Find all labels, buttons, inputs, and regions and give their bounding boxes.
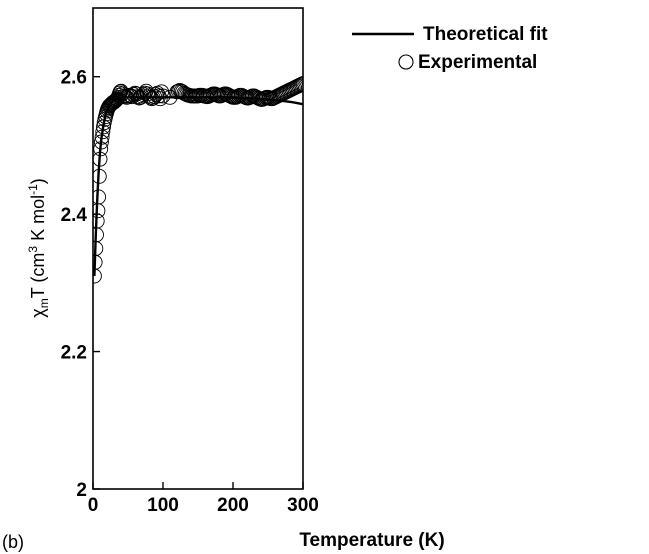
series-experimental — [93, 76, 303, 284]
data-point-experimental — [151, 88, 167, 104]
data-point-experimental — [295, 76, 303, 92]
series-theoretical-fit — [93, 96, 303, 277]
x-tick-label: 300 — [287, 495, 319, 516]
data-point-experimental — [291, 78, 303, 94]
data-point-experimental — [292, 77, 303, 93]
data-point-experimental — [128, 86, 144, 102]
x-tick-labels: 0 100 200 300 — [88, 495, 319, 516]
y-tick-labels: 2 2.2 2.4 2.6 — [61, 68, 88, 501]
x-tick-label: 200 — [217, 495, 249, 516]
legend-circle-symbol — [398, 54, 414, 70]
data-point-experimental — [123, 88, 139, 104]
legend: Theoretical fit Experimental — [352, 24, 548, 73]
plot-frame — [92, 7, 304, 490]
panel-label: (b) — [2, 532, 24, 552]
fit-line — [93, 96, 303, 277]
data-point-experimental — [127, 85, 143, 101]
axis-ticks — [92, 76, 304, 490]
x-tick-label: 100 — [147, 495, 179, 516]
legend-label-theoretical-fit: Theoretical fit — [423, 24, 548, 45]
data-point-experimental — [108, 92, 124, 108]
y-tick-label: 2.4 — [61, 205, 88, 226]
data-point-experimental — [294, 76, 303, 92]
data-point-experimental — [105, 95, 121, 111]
data-point-experimental — [176, 85, 192, 101]
legend-label-experimental: Experimental — [418, 52, 537, 73]
y-tick-label: 2.2 — [61, 343, 87, 364]
data-point-experimental — [152, 91, 168, 107]
x-tick-label: 0 — [88, 495, 99, 516]
y-tick-label: 2.6 — [61, 68, 87, 89]
data-point-experimental — [155, 88, 171, 104]
y-tick-label: 2 — [76, 480, 87, 501]
y-axis-title: χmT (cm3 K mol-1) — [26, 178, 51, 318]
x-axis-title: Temperature (K) — [299, 530, 444, 551]
